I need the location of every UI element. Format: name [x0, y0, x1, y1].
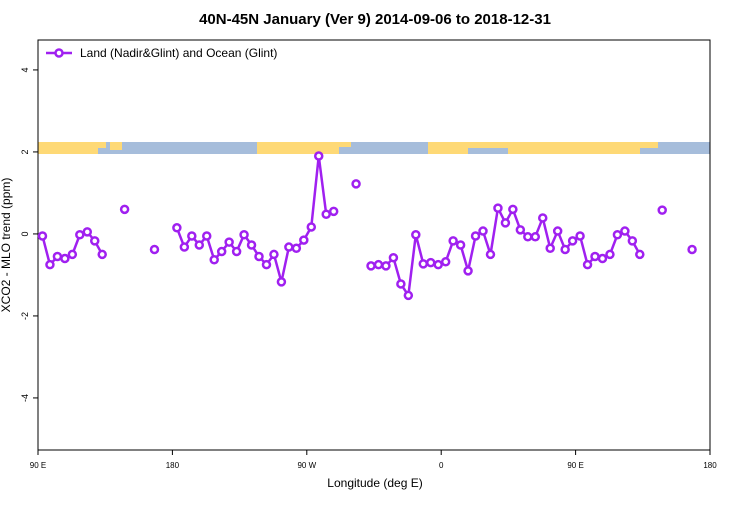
data-point — [396, 279, 406, 289]
data-point — [306, 222, 317, 232]
data-point — [605, 249, 615, 260]
data-point — [515, 225, 526, 235]
data-point — [45, 259, 55, 270]
data-point — [493, 203, 503, 213]
data-point — [60, 253, 70, 264]
data-point — [276, 277, 287, 287]
data-point — [231, 246, 242, 257]
x-tick-label: 90 W — [297, 461, 316, 470]
x-tick-label: 180 — [166, 461, 180, 470]
data-point — [209, 255, 219, 265]
data-point — [194, 240, 205, 250]
data-point — [52, 251, 63, 262]
y-tick-label: 2 — [20, 149, 30, 154]
series-line — [42, 156, 692, 295]
data-point — [537, 213, 548, 223]
data-point — [67, 249, 78, 260]
data-point — [455, 240, 466, 250]
data-point — [216, 246, 227, 257]
data-point — [657, 205, 667, 215]
data-point — [463, 266, 473, 276]
data-point — [201, 231, 212, 241]
data-point — [627, 236, 638, 246]
data-point — [620, 226, 630, 236]
chart-title: 40N-45N January (Ver 9) 2014-09-06 to 20… — [199, 11, 551, 28]
data-point — [418, 259, 429, 269]
plot-frame — [37, 39, 711, 451]
data-point — [239, 230, 249, 240]
data-point — [425, 257, 436, 268]
data-point — [582, 259, 593, 270]
data-point — [284, 242, 294, 252]
data-point — [552, 226, 563, 236]
data-point — [224, 237, 234, 247]
data-point — [179, 242, 190, 252]
data-point — [448, 236, 458, 246]
data-point — [388, 252, 399, 263]
x-tick-label: 0 — [439, 461, 444, 470]
data-point — [635, 249, 645, 260]
data-point — [299, 235, 309, 245]
data-point — [328, 206, 339, 217]
x-axis-label: Longitude (deg E) — [327, 476, 422, 490]
data-point — [187, 231, 197, 241]
data-point — [485, 249, 496, 260]
legend-marker — [54, 48, 64, 58]
data-point — [560, 244, 570, 255]
data-point — [567, 236, 578, 246]
data-point — [411, 230, 421, 240]
data-point — [373, 259, 384, 270]
data-point — [97, 249, 107, 260]
data-point — [612, 230, 623, 240]
data-point — [172, 223, 182, 233]
y-tick-label: -4 — [20, 394, 30, 402]
data-point — [246, 240, 257, 250]
data-point — [37, 231, 48, 241]
y-tick-label: 0 — [20, 231, 30, 236]
data-point — [523, 232, 533, 242]
data-point — [381, 261, 391, 271]
data-point — [575, 231, 585, 241]
data-point — [321, 209, 331, 219]
data-point — [470, 231, 481, 241]
data-point — [687, 244, 697, 255]
data-point — [291, 243, 302, 254]
y-tick-label: 4 — [20, 67, 30, 72]
data-point — [261, 259, 272, 270]
data-point — [545, 243, 555, 254]
data-point — [478, 226, 488, 236]
data-point — [254, 251, 264, 262]
data-point — [440, 257, 451, 267]
data-point — [351, 179, 361, 189]
x-tick-label: 90 E — [30, 461, 46, 470]
data-point — [149, 244, 160, 255]
land-ocean-strip — [38, 142, 710, 154]
data-point — [403, 290, 414, 301]
data-point — [530, 232, 541, 242]
data-point — [508, 204, 518, 215]
data-point — [75, 230, 85, 240]
x-tick-label: 180 — [703, 461, 717, 470]
legend-label: Land (Nadir&Glint) and Ocean (Glint) — [80, 46, 277, 60]
y-axis-label: XCO2 - MLO trend (ppm) — [0, 178, 13, 313]
data-point — [597, 253, 608, 264]
data-point — [269, 249, 279, 260]
y-tick-label: -2 — [20, 312, 30, 320]
x-tick-label: 90 E — [567, 461, 583, 470]
data-point — [433, 259, 443, 270]
data-point — [366, 261, 376, 271]
data-point — [313, 151, 324, 161]
data-point — [89, 236, 100, 246]
data-point — [590, 251, 600, 262]
data-point — [119, 204, 130, 215]
data-point — [82, 227, 93, 237]
data-point — [500, 218, 511, 228]
legend-item: Land (Nadir&Glint) and Ocean (Glint) — [46, 46, 277, 60]
